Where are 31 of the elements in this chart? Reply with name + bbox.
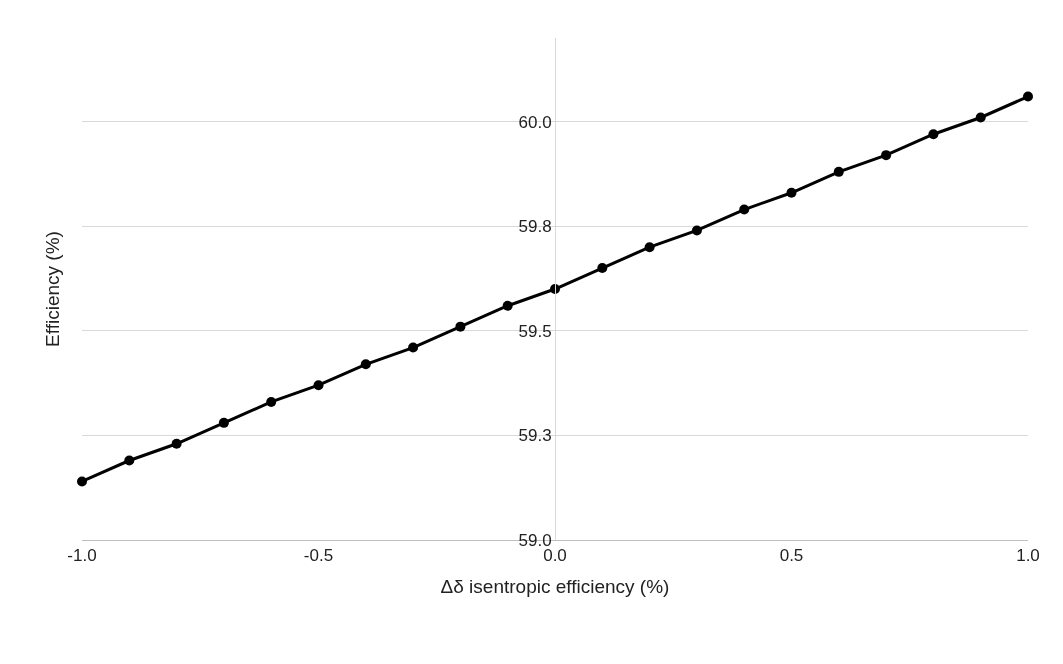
point xyxy=(77,476,87,487)
point xyxy=(1023,91,1033,102)
point xyxy=(313,380,324,391)
point xyxy=(881,150,892,161)
point xyxy=(218,417,229,428)
y-tick-label: 59.5 xyxy=(518,321,552,341)
point xyxy=(597,263,608,274)
x-tick-label: 0.5 xyxy=(779,546,804,566)
point xyxy=(171,438,182,449)
point xyxy=(644,242,655,253)
point xyxy=(975,112,986,123)
point xyxy=(266,396,277,407)
point xyxy=(833,166,844,177)
point xyxy=(124,455,135,466)
point xyxy=(691,225,702,236)
y-tick-label: 59.3 xyxy=(518,426,552,446)
point xyxy=(502,300,513,311)
x-tick-label: -1.0 xyxy=(67,546,97,566)
y-tick-label: 60.0 xyxy=(518,112,552,132)
point xyxy=(739,204,750,215)
x-axis-title: Δδ isentropic efficiency (%) xyxy=(440,576,670,598)
x-tick-label: -0.5 xyxy=(303,546,334,566)
point xyxy=(786,187,797,198)
point xyxy=(360,359,371,370)
point xyxy=(928,129,939,140)
y-tick-label: 59.8 xyxy=(518,217,552,237)
point xyxy=(455,321,466,332)
point xyxy=(550,284,560,294)
point xyxy=(408,342,419,353)
y-axis-title: Efficiency (%) xyxy=(41,231,63,347)
x-tick-label: 1.0 xyxy=(1016,546,1040,566)
